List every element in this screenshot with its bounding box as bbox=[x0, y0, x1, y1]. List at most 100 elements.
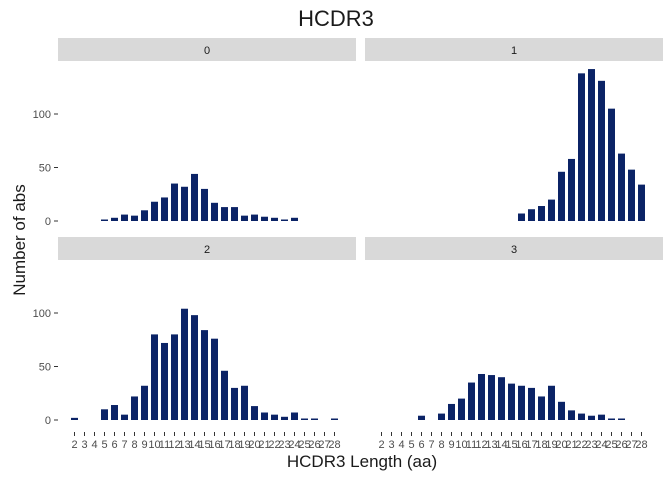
bar bbox=[241, 385, 248, 420]
bar bbox=[568, 158, 575, 221]
bar bbox=[111, 405, 118, 420]
facet-strip-label: 1 bbox=[511, 45, 517, 57]
x-tick-label: 8 bbox=[131, 439, 137, 451]
bar bbox=[261, 216, 268, 221]
chart-title: HCDR3 bbox=[298, 6, 374, 31]
y-tick-label: 50 bbox=[39, 362, 51, 374]
bar bbox=[468, 382, 475, 420]
x-tick-label: 22 bbox=[268, 439, 280, 451]
x-tick-label: 21 bbox=[565, 439, 577, 451]
facet-strip-label: 0 bbox=[204, 45, 210, 57]
bar bbox=[131, 396, 138, 420]
x-tick-label: 4 bbox=[91, 439, 97, 451]
bar bbox=[588, 69, 595, 221]
bar bbox=[281, 219, 288, 221]
y-axis-label: Number of abs bbox=[10, 184, 29, 296]
x-tick-label: 11 bbox=[466, 439, 477, 451]
bar bbox=[261, 412, 268, 420]
bar bbox=[458, 398, 465, 420]
bar bbox=[518, 385, 525, 420]
x-tick-label: 24 bbox=[288, 439, 300, 451]
bar bbox=[478, 373, 485, 420]
bar bbox=[588, 415, 595, 420]
x-tick-label: 19 bbox=[545, 439, 557, 451]
bar bbox=[331, 418, 338, 420]
bar bbox=[568, 410, 575, 420]
bar bbox=[101, 409, 108, 420]
x-tick-label: 16 bbox=[208, 439, 220, 451]
bar bbox=[241, 215, 248, 221]
x-tick-label: 13 bbox=[485, 439, 497, 451]
x-tick-label: 9 bbox=[448, 439, 454, 451]
bar bbox=[221, 370, 228, 420]
x-tick-label: 3 bbox=[81, 439, 87, 451]
bar bbox=[578, 73, 585, 221]
facet-strip bbox=[365, 237, 663, 260]
x-tick-label: 15 bbox=[198, 439, 210, 451]
x-tick-label: 15 bbox=[505, 439, 517, 451]
y-tick-label: 0 bbox=[45, 415, 51, 427]
y-tick-label: 50 bbox=[39, 163, 51, 175]
bar bbox=[598, 80, 605, 221]
x-tick-label: 8 bbox=[438, 439, 444, 451]
bar bbox=[558, 401, 565, 420]
bar bbox=[518, 213, 525, 221]
x-tick-label: 13 bbox=[178, 439, 190, 451]
bar bbox=[558, 171, 565, 221]
bar bbox=[281, 416, 288, 420]
x-tick-label: 6 bbox=[111, 439, 117, 451]
x-tick-label: 28 bbox=[635, 439, 647, 451]
bar bbox=[141, 210, 148, 221]
bar bbox=[608, 108, 615, 221]
x-tick-label: 14 bbox=[188, 439, 200, 451]
x-tick-label: 27 bbox=[318, 439, 330, 451]
bar bbox=[251, 214, 258, 221]
x-tick-label: 26 bbox=[615, 439, 627, 451]
bar bbox=[181, 308, 188, 420]
x-tick-label: 11 bbox=[159, 439, 170, 451]
bar bbox=[251, 406, 258, 420]
facet-strip-label: 3 bbox=[511, 244, 517, 256]
x-tick-label: 12 bbox=[475, 439, 487, 451]
x-tick-label: 3 bbox=[388, 439, 394, 451]
bar bbox=[141, 385, 148, 420]
y-tick-label: 0 bbox=[45, 216, 51, 228]
bar bbox=[161, 342, 168, 420]
x-tick-label: 22 bbox=[575, 439, 587, 451]
x-tick-label: 17 bbox=[218, 439, 230, 451]
bar bbox=[638, 184, 645, 221]
bar bbox=[271, 414, 278, 420]
bar bbox=[548, 199, 555, 221]
bar bbox=[498, 377, 505, 420]
bar bbox=[231, 387, 238, 420]
x-tick-label: 14 bbox=[495, 439, 507, 451]
x-tick-label: 23 bbox=[585, 439, 597, 451]
bar bbox=[231, 207, 238, 221]
x-tick-label: 2 bbox=[378, 439, 384, 451]
bar bbox=[201, 188, 208, 221]
bar bbox=[508, 383, 515, 420]
facet-strip bbox=[58, 38, 356, 61]
x-tick-label: 20 bbox=[248, 439, 260, 451]
x-tick-label: 10 bbox=[148, 439, 160, 451]
bar bbox=[71, 417, 78, 420]
y-tick-label: 100 bbox=[33, 308, 51, 320]
facet-strip bbox=[365, 38, 663, 61]
bar bbox=[101, 219, 108, 221]
bar bbox=[151, 201, 158, 221]
x-tick-label: 28 bbox=[328, 439, 340, 451]
bar bbox=[211, 202, 218, 221]
x-tick-label: 18 bbox=[535, 439, 547, 451]
bar bbox=[291, 217, 298, 221]
bar bbox=[598, 414, 605, 420]
bar bbox=[151, 334, 158, 420]
x-tick-label: 17 bbox=[525, 439, 537, 451]
bar bbox=[438, 413, 445, 420]
x-tick-label: 26 bbox=[308, 439, 320, 451]
y-tick-label: 100 bbox=[33, 109, 51, 121]
bar bbox=[171, 183, 178, 221]
x-tick-label: 4 bbox=[398, 439, 404, 451]
x-tick-label: 23 bbox=[278, 439, 290, 451]
